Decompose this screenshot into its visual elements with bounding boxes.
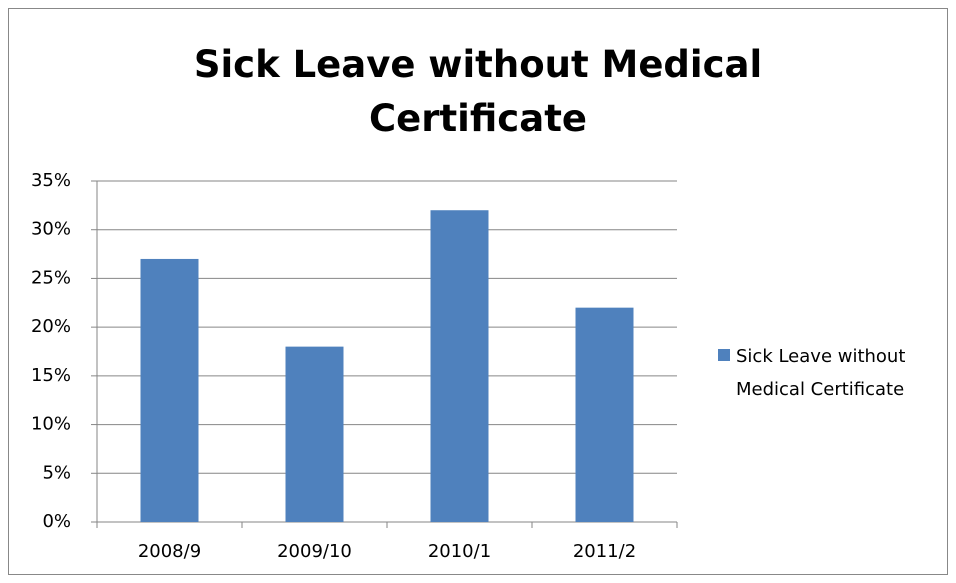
y-tick-label: 30%	[31, 219, 71, 240]
y-tick-label: 25%	[31, 267, 71, 288]
chart-title: Sick Leave without Medical Certificate	[193, 43, 763, 140]
y-tick-label: 20%	[31, 316, 71, 337]
y-tick-label: 10%	[31, 414, 71, 435]
x-tick-label: 2010/1	[428, 541, 491, 562]
bar	[430, 210, 489, 522]
x-tick-label: 2009/10	[277, 541, 352, 562]
legend-swatch	[718, 349, 730, 361]
x-tick-label: 2008/9	[138, 541, 201, 562]
y-tick-label: 5%	[42, 462, 71, 483]
bar	[140, 258, 199, 522]
y-tick-label: 35%	[31, 170, 71, 191]
bar	[285, 346, 344, 522]
y-tick-label: 0%	[42, 511, 71, 532]
legend-label: Sick Leave without Medical Certificate	[736, 346, 906, 400]
x-tick-label: 2011/2	[573, 541, 636, 562]
bar	[575, 307, 634, 522]
y-tick-label: 15%	[31, 365, 71, 386]
